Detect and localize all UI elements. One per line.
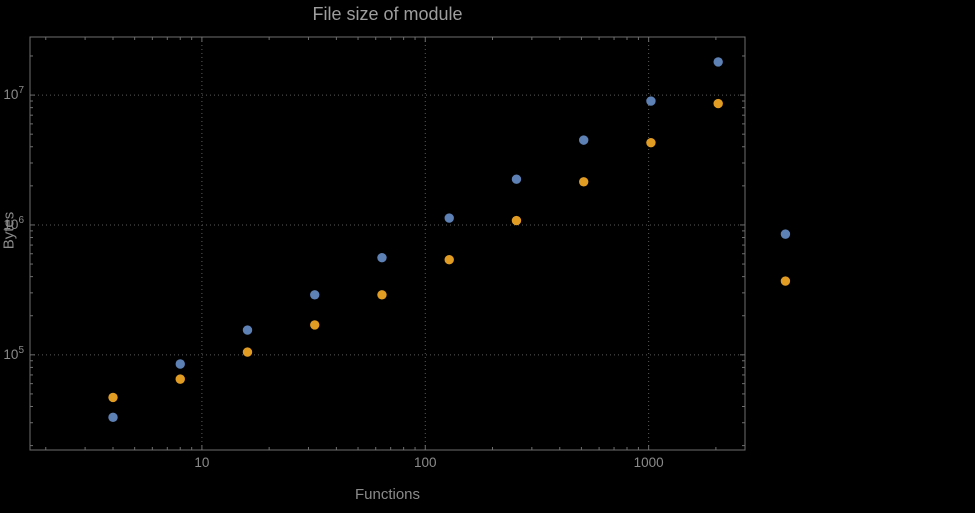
plot-frame — [29, 36, 746, 451]
data-point-series-orange — [780, 276, 791, 286]
data-point-series-orange — [713, 98, 723, 109]
data-point-series-blue — [579, 135, 589, 145]
data-point-series-orange — [646, 137, 656, 148]
data-point-series-blue — [242, 325, 253, 335]
data-point-series-blue — [310, 290, 320, 300]
data-point-series-orange — [377, 290, 387, 300]
x-tick-label: 100 — [414, 455, 437, 470]
data-point-series-blue — [713, 57, 723, 67]
y-tick-label: 105 — [3, 345, 24, 362]
data-point-series-orange — [579, 177, 589, 187]
y-tick-label: 106 — [3, 215, 24, 232]
data-point-series-blue — [780, 229, 791, 239]
x-tick-label: 10 — [194, 455, 209, 470]
data-point-series-orange — [444, 255, 454, 265]
data-point-series-orange — [108, 392, 118, 403]
data-point-series-orange — [511, 215, 522, 226]
y-axis-label: Bytes — [0, 211, 18, 250]
data-point-series-blue — [444, 213, 454, 223]
x-tick-label: 1000 — [634, 455, 664, 470]
data-point-series-orange — [242, 347, 253, 357]
data-point-series-blue — [377, 252, 387, 263]
data-point-series-blue — [511, 174, 522, 184]
x-axis-label: Functions — [354, 486, 421, 503]
data-point-series-orange — [310, 320, 320, 330]
chart-title: File size of module — [312, 4, 463, 24]
data-point-series-blue — [646, 96, 656, 106]
data-point-series-blue — [175, 359, 185, 369]
data-point-series-blue — [108, 412, 118, 423]
y-tick-label: 107 — [3, 85, 24, 102]
data-point-series-orange — [175, 374, 185, 384]
